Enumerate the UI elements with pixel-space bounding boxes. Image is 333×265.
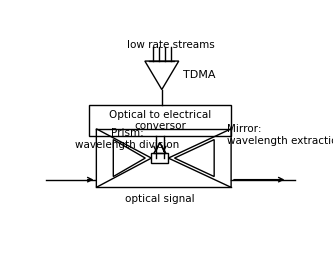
Text: optical signal: optical signal (125, 193, 195, 204)
FancyBboxPatch shape (152, 153, 168, 163)
Text: Prism:
wavelength division: Prism: wavelength division (75, 128, 179, 150)
FancyBboxPatch shape (89, 105, 231, 136)
Text: low rate streams: low rate streams (127, 39, 215, 50)
Text: Mirror:
wavelength extraction: Mirror: wavelength extraction (227, 124, 333, 146)
Text: TDMA: TDMA (182, 70, 215, 80)
Text: Optical to electrical
conversor: Optical to electrical conversor (109, 109, 211, 131)
